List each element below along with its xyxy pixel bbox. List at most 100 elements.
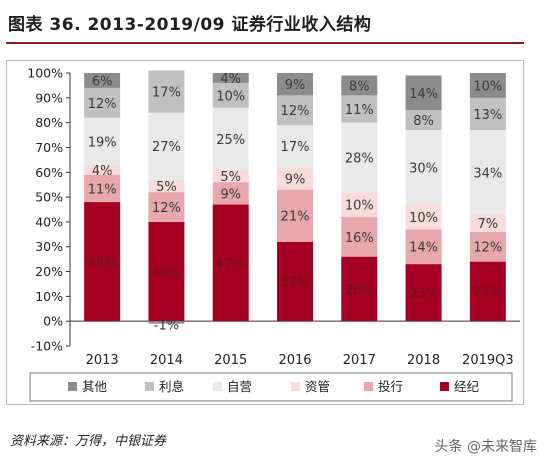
y-tick-label: 50% <box>35 190 63 205</box>
bar-segment <box>84 202 121 322</box>
legend-label: 经纪 <box>454 379 480 394</box>
bar-segment <box>84 87 121 118</box>
bar-segment <box>212 204 249 322</box>
bar-segment <box>341 95 378 123</box>
bar-segment <box>341 122 378 193</box>
y-tick-label: 90% <box>35 90 63 105</box>
bar-segment <box>341 192 378 217</box>
data-label: 10% <box>473 79 502 94</box>
bar-segment <box>405 130 442 205</box>
legend-swatch <box>291 382 300 391</box>
bar-segment <box>84 174 121 203</box>
bar-segment <box>469 261 506 322</box>
data-label: 11% <box>88 182 117 197</box>
y-tick-label: 100% <box>27 66 63 81</box>
data-label: 47% <box>216 257 245 272</box>
bar-segment <box>341 256 378 322</box>
bar-segment <box>148 70 185 113</box>
chart-title: 图表 36. 2013-2019/09 证券行业收入结构 <box>8 15 372 35</box>
bar-segment <box>84 164 121 175</box>
data-label: 10% <box>216 89 245 104</box>
bar-segment <box>148 179 185 193</box>
data-label: 9% <box>220 187 241 202</box>
legend-swatch <box>145 382 154 391</box>
data-label: 12% <box>152 201 181 216</box>
x-tick-label: 2013 <box>86 353 119 368</box>
data-label: 19% <box>88 135 117 150</box>
chart-frame <box>6 60 524 405</box>
bar-segment <box>148 221 185 322</box>
bar-segment-negative <box>148 321 185 324</box>
title-divider <box>6 42 524 44</box>
data-label: 4% <box>92 164 113 179</box>
data-label: 24% <box>473 285 502 300</box>
bar-segment <box>148 192 185 222</box>
watermark: 头条 @未来智库 <box>434 439 537 455</box>
bar-segment <box>469 130 506 215</box>
legend-label: 利息 <box>159 379 184 394</box>
data-label: 5% <box>156 180 177 195</box>
legend-swatch <box>440 382 449 391</box>
y-tick-label: 10% <box>35 289 63 304</box>
legend-swatch <box>68 382 77 391</box>
source-note: 资料来源：万得，中银证券 <box>10 434 167 449</box>
data-label: 11% <box>345 103 374 118</box>
data-label: 25% <box>216 133 245 148</box>
data-label: 9% <box>285 78 306 93</box>
data-label: 7% <box>478 217 499 232</box>
data-label: 17% <box>152 86 181 101</box>
data-label: 26% <box>345 283 374 298</box>
data-label: 40% <box>152 266 181 281</box>
y-tick-label: 80% <box>35 115 63 130</box>
y-tick-label: 40% <box>35 214 63 229</box>
legend-swatch <box>364 382 373 391</box>
data-label: 6% <box>92 74 113 89</box>
bar-segment <box>469 231 506 262</box>
x-tick-label: 2018 <box>407 353 440 368</box>
bar-segment <box>212 182 249 205</box>
bar-segment <box>405 264 442 322</box>
bar-segment <box>469 73 506 98</box>
data-label: 12% <box>281 104 310 119</box>
legend-swatch <box>213 382 222 391</box>
bar-segment <box>277 125 313 168</box>
bar-segment <box>405 229 442 265</box>
data-label: 10% <box>409 211 438 226</box>
data-label: 32% <box>281 275 310 290</box>
legend-label: 资管 <box>305 379 330 394</box>
x-tick-label: 2017 <box>343 353 376 368</box>
stacked-bar-chart: -10% 0% 10% 20% 30% 40% 50% 60% 70% 80% 90% 100% 48%… <box>27 66 520 402</box>
y-tick-label: 0% <box>43 314 63 329</box>
data-label: 23% <box>409 287 438 302</box>
legend-label: 其他 <box>82 379 108 394</box>
x-tick-label: 2014 <box>150 353 183 368</box>
y-tick-label: 30% <box>35 239 63 254</box>
y-tick-label: -10% <box>31 339 63 354</box>
x-tick-label: 2019Q3 <box>462 353 514 368</box>
data-label: 21% <box>281 210 310 225</box>
data-label: 12% <box>473 241 502 256</box>
data-label: 8% <box>349 79 370 94</box>
bar-segment <box>277 73 313 96</box>
data-label: 14% <box>409 241 438 256</box>
data-label: 8% <box>413 114 434 129</box>
legend-label: 投行 <box>378 379 403 394</box>
data-label: 10% <box>345 199 374 214</box>
bar-segment <box>341 75 378 96</box>
data-label: 9% <box>285 172 306 187</box>
data-label: 48% <box>88 256 117 271</box>
x-tick-label: 2015 <box>214 353 247 368</box>
bar-segment <box>212 73 249 83</box>
data-label: 4% <box>220 72 241 87</box>
bar-segment <box>405 204 442 230</box>
bar-segment <box>212 169 249 183</box>
data-label: 17% <box>281 140 310 155</box>
bar-segment <box>277 167 313 190</box>
data-label: 5% <box>220 170 241 185</box>
legend-label: 自营 <box>227 379 252 394</box>
data-label: 14% <box>409 87 438 102</box>
bar-segment <box>405 110 442 131</box>
y-tick-label: 70% <box>35 140 63 155</box>
bar-segment <box>212 82 249 108</box>
data-label: 13% <box>473 108 502 123</box>
